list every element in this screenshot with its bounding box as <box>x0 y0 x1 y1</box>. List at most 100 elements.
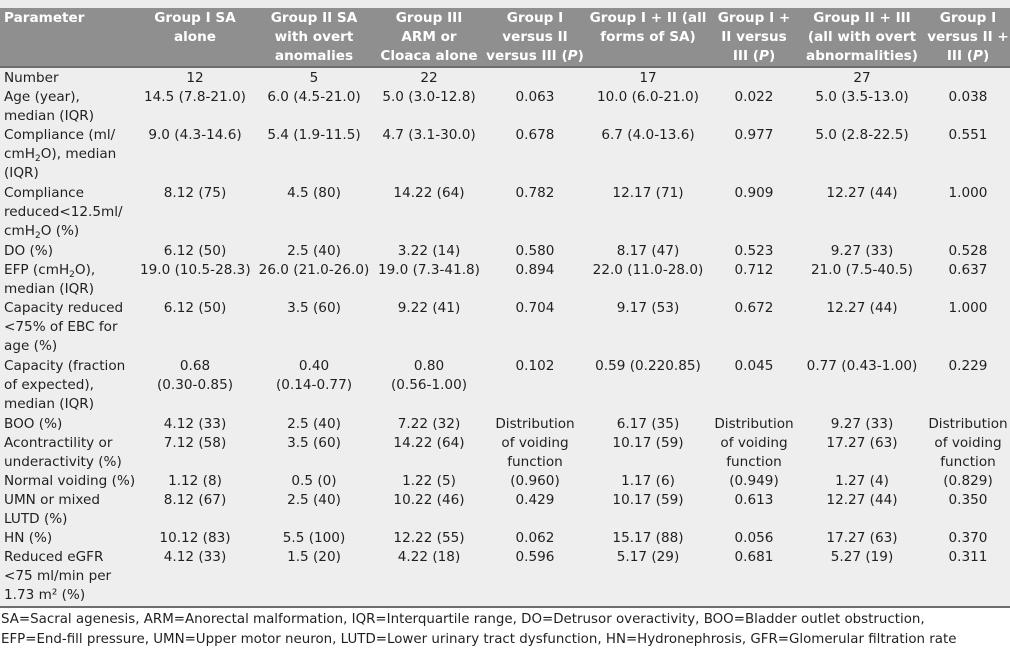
cell-line: <75 ml/min per <box>4 568 112 584</box>
footer-rule <box>0 606 1010 608</box>
cell-p-i-ii-vs-iii: Distribution of voiding function <box>710 415 798 472</box>
cell-group-ii: 4.5 (80) <box>254 184 374 203</box>
header-group-i: Group I SA alone <box>140 9 250 47</box>
cell-line <box>484 434 586 453</box>
cell-line: 7.12 (58) <box>163 435 227 451</box>
cell-p-i-ii-vs-iii: 0.022 <box>710 88 798 107</box>
table-footnote: SA=Sacral agenesis, ARM=Anorectal malfor… <box>1 610 1009 650</box>
cell-parameter: Capacity reduced <75% of EBC for age (%) <box>4 299 150 356</box>
cell-line: Reduced eGFR <box>4 549 104 565</box>
cell-group-iii: 12.22 (55) <box>374 529 484 548</box>
cell-line: 7.22 (32) <box>397 416 461 432</box>
header-group-i-ii: Group I + II (all forms of SA) <box>586 9 710 47</box>
cell-group-ii-iii: 12.27 (44) <box>798 299 926 318</box>
cell-line: Compliance (ml/ <box>4 127 116 143</box>
cell-line: 0.59 (0.220.85) <box>595 358 701 374</box>
cell-group-iii: 3.22 (14) <box>374 242 484 261</box>
cell-line: 1.27 (4) <box>835 473 889 489</box>
cell-p-i-ii-iii: 0.678 <box>484 126 586 145</box>
cell-p-i-ii-vs-iii: 0.672 <box>710 299 798 318</box>
cell-parameter: Capacity (fraction of expected), median (I… <box>4 357 150 414</box>
cell-line: function <box>940 454 996 470</box>
cell-line: 0.056 <box>734 530 774 546</box>
cell-group-i-ii: 12.17 (71) <box>586 184 710 203</box>
cell-p-i-ii-vs-iii <box>710 434 798 453</box>
cell-p-i-vs-ii-iii: Distribution of voiding function <box>926 415 1010 472</box>
cell-group-i: 7.12 (58) <box>140 434 250 453</box>
cell-parameter: Acontractility or underactivity (%) <box>4 434 150 472</box>
header-p-i-ii-iii: Group I versus II versus III (P) <box>484 9 586 66</box>
cell-group-i-ii: 6.17 (35) <box>586 415 710 434</box>
cell-line: 8.12 (75) <box>163 185 227 201</box>
cell-group-iii: 1.22 (5) <box>374 472 484 491</box>
header-line: Cloaca alone <box>380 48 478 64</box>
cell-line: 0.613 <box>734 492 774 508</box>
cell-line: 5.4 (1.9-11.5) <box>267 127 361 143</box>
cell-line: 10.17 (59) <box>612 435 684 451</box>
cell-group-ii: 2.5 (40) <box>254 415 374 434</box>
cell-line: 0.712 <box>734 262 774 278</box>
cell-line: Number <box>4 70 59 86</box>
cell-line: 10.0 (6.0-21.0) <box>597 89 699 105</box>
cell-line: 12.27 (44) <box>826 492 898 508</box>
cell-line: Capacity reduced <box>4 300 124 316</box>
cell-group-iii: 22 <box>374 69 484 88</box>
cell-group-iii: 4.7 (3.1-30.0) <box>374 126 484 145</box>
cell-line: 12.27 (44) <box>826 185 898 201</box>
cell-line: (0.30-0.85) <box>156 377 234 393</box>
footnote-line: SA=Sacral agenesis, ARM=Anorectal malfor… <box>1 612 925 627</box>
cell-p-i-ii-vs-iii: (0.949) <box>710 472 798 491</box>
cell-line: 12.22 (55) <box>393 530 465 546</box>
cell-line: 0.977 <box>734 127 774 143</box>
cell-group-ii: 1.5 (20) <box>254 548 374 567</box>
cell-line: 0.596 <box>515 549 555 565</box>
cell-line: 4.7 (3.1-30.0) <box>382 127 476 143</box>
cell-group-i-ii: 1.17 (6) <box>586 472 710 491</box>
cell-line: 4.5 (80) <box>287 185 341 201</box>
cell-line: 9.22 (41) <box>397 300 461 316</box>
cell-group-ii: 5.4 (1.9-11.5) <box>254 126 374 145</box>
cell-line: 22 <box>420 70 438 86</box>
header-line: III (P) <box>732 48 776 64</box>
cell-line: 0.045 <box>734 358 774 374</box>
footnote-line: EFP=End-fill pressure, UMN=Upper motor n… <box>1 632 957 647</box>
cell-line: 22.0 (11.0-28.0) <box>592 262 704 278</box>
header-line: versus II <box>502 29 568 45</box>
cell-p-i-ii-iii: 0.062 <box>484 529 586 548</box>
cell-group-i: 4.12 (33) <box>140 548 250 567</box>
cell-group-i-ii: 0.59 (0.220.85) <box>586 357 710 376</box>
cell-line: Distribution <box>928 416 1008 432</box>
cell-line: Compliance <box>4 185 85 201</box>
cell-line: 0.311 <box>948 549 988 565</box>
cell-group-ii-iii: 5.0 (3.5-13.0) <box>798 88 926 107</box>
cell-line: 0.80 <box>413 358 445 374</box>
header-line: forms of SA) <box>600 29 696 45</box>
cell-group-ii: 5 <box>254 69 374 88</box>
cell-line: 0.637 <box>948 262 988 278</box>
cell-line: 0.229 <box>948 358 988 374</box>
cell-p-i-vs-ii-iii: 1.000 <box>926 184 1010 203</box>
cell-line: age (%) <box>4 338 58 354</box>
cell-group-ii-iii: 17.27 (63) <box>798 529 926 548</box>
cell-parameter: EFP (cmH2O), median (IQR) <box>4 261 150 299</box>
cell-line: Distribution <box>495 416 575 432</box>
cell-line: 5.0 (3.0-12.8) <box>382 89 476 105</box>
cell-group-ii: 26.0 (21.0-26.0) <box>254 261 374 280</box>
cell-group-ii: 0.40 (0.14-0.77) <box>254 357 374 395</box>
cell-line <box>926 434 1010 453</box>
cell-line: 5.17 (29) <box>616 549 680 565</box>
table-header: Parameter Group I SA alone Group II SA with … <box>0 8 1010 66</box>
cell-line: 9.17 (53) <box>616 300 680 316</box>
cell-p-i-ii-vs-iii: 0.056 <box>710 529 798 548</box>
cell-group-ii-iii: 1.27 (4) <box>798 472 926 491</box>
cell-p-i-vs-ii-iii: 0.528 <box>926 242 1010 261</box>
cell-line: (0.949) <box>729 473 779 489</box>
cell-group-i-ii: 10.0 (6.0-21.0) <box>586 88 710 107</box>
cell-p-i-ii-iii: (0.960) <box>484 472 586 491</box>
cell-line: 0.062 <box>515 530 555 546</box>
cell-parameter: UMN or mixed LUTD (%) <box>4 491 150 529</box>
cell-group-i-ii: 10.17 (59) <box>586 491 710 510</box>
cell-line: LUTD (%) <box>4 511 68 527</box>
cell-line: 1.22 (5) <box>402 473 456 489</box>
cell-line: 9.27 (33) <box>830 243 894 259</box>
